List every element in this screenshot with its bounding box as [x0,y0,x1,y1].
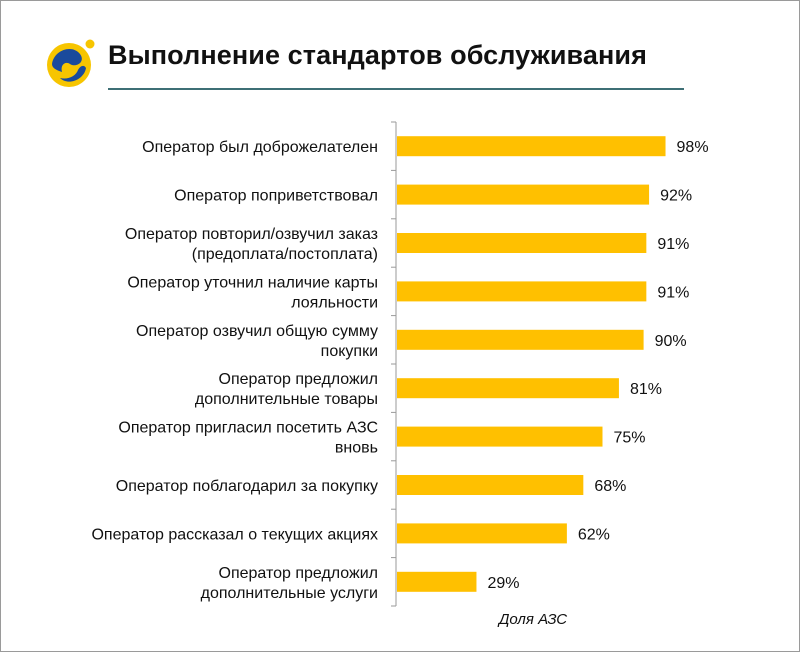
category-label-line: (предоплата/постоплата) [192,246,378,263]
category-label-line: лояльности [291,294,378,311]
category-label-7: Оператор пригласил посетить АЗС вновь [118,420,378,457]
x-axis-title: Доля АЗС [497,611,567,628]
value-label-2: 92% [660,188,692,205]
category-label-4: Оператор уточнил наличие карты лояльности [127,274,378,311]
company-logo-icon [47,39,95,87]
category-label-line: Оператор поприветствовал [174,188,378,205]
category-label-3: Оператор повторил/озвучил заказ (предопла… [125,226,378,263]
category-label-line: Оператор предложил [219,565,379,582]
category-label-line: Оператор озвучил общую сумму [136,323,378,340]
category-label-line: дополнительные услуги [201,585,378,602]
bar-5 [397,329,644,350]
bar-2 [397,184,650,205]
bar-9 [397,523,567,544]
value-label-5: 90% [655,333,687,350]
category-label-line: Оператор рассказал о текущих акциях [91,526,378,543]
value-label-9: 62% [578,526,610,543]
category-label-line: вновь [335,440,378,457]
value-label-10: 29% [487,575,519,592]
category-label-10: Оператор предложил дополнительные услуги [201,565,378,602]
category-label-9: Оператор рассказал о текущих акциях [91,526,378,543]
category-label-6: Оператор предложил дополнительные товары [195,371,378,408]
bar-7 [397,426,603,447]
value-label-3: 91% [657,236,689,253]
bar-4 [397,281,647,302]
bar-8 [397,475,584,495]
value-label-8: 68% [594,478,626,495]
category-label-line: покупки [321,343,378,360]
value-label-1: 98% [677,139,709,156]
category-label-5: Оператор озвучил общую сумму покупки [136,323,378,360]
value-label-6: 81% [630,381,662,398]
bar-1 [397,136,666,157]
category-label-line: дополнительные товары [195,391,378,408]
category-label-8: Оператор поблагодарил за покупку [116,478,378,495]
category-label-line: Оператор поблагодарил за покупку [116,478,378,495]
bar-6 [397,378,619,399]
page-title: Выполнение стандартов обслуживания [108,40,647,70]
category-label-line: Оператор повторил/озвучил заказ [125,226,378,243]
category-label-line: Оператор предложил [219,371,379,388]
value-label-4: 91% [657,284,689,301]
title-divider [108,88,684,90]
value-label-7: 75% [614,430,646,447]
category-label-line: Оператор был доброжелателен [142,139,378,156]
bar-10 [397,571,477,592]
category-label-line: Оператор уточнил наличие карты [127,274,378,291]
category-label-1: Оператор был доброжелателен [142,139,378,156]
category-label-line: Оператор пригласил посетить АЗС [118,420,378,437]
category-label-2: Оператор поприветствовал [174,188,378,205]
bar-3 [397,233,647,253]
